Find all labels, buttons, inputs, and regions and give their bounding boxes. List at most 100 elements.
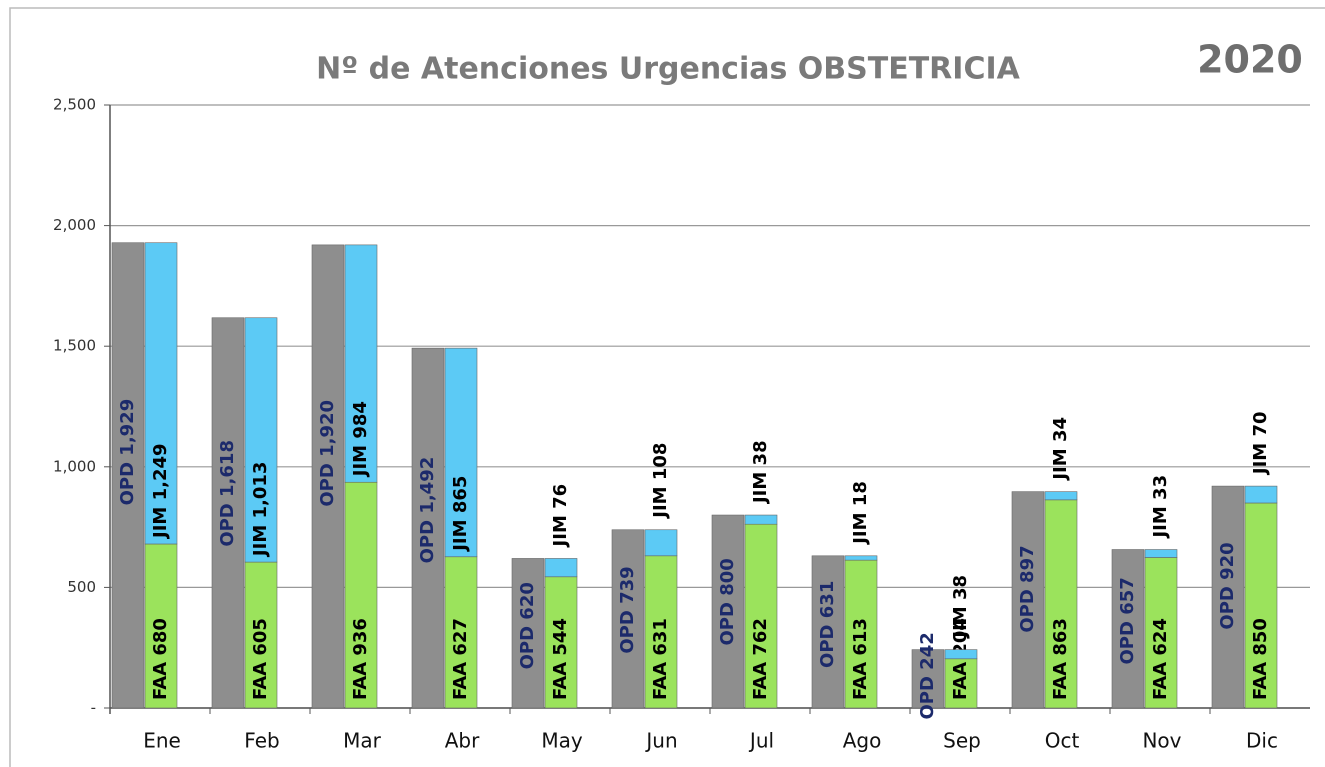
y-tick-label: 2,500 xyxy=(53,96,96,114)
bar xyxy=(1044,491,1078,501)
series-name: JIM xyxy=(850,512,871,545)
data-label: JIM 70 xyxy=(1250,411,1271,476)
bar xyxy=(544,558,578,578)
series-name: FAA xyxy=(150,662,171,700)
data-label: JIM 34 xyxy=(1050,417,1071,482)
series-name: JIM xyxy=(350,445,371,478)
series-name: FAA xyxy=(450,662,471,700)
value-label: 1,618 xyxy=(217,440,238,497)
series-name: OPD xyxy=(1217,586,1238,629)
x-tick-label: Ene xyxy=(143,729,181,753)
value-label: 865 xyxy=(450,476,471,514)
x-tick-label: Feb xyxy=(244,729,279,753)
bar xyxy=(944,649,978,660)
bar xyxy=(1144,549,1178,558)
value-label: 242 xyxy=(917,632,938,670)
value-label: 627 xyxy=(450,618,471,656)
data-label: JIM 865 xyxy=(450,476,471,553)
series-name: OPD xyxy=(817,625,838,668)
bar xyxy=(411,347,445,709)
bar xyxy=(644,555,678,709)
data-label: FAA 624 xyxy=(1150,618,1171,700)
series-name: JIM xyxy=(1050,448,1071,481)
data-label: FAA 863 xyxy=(1050,618,1071,700)
x-tick-label: Abr xyxy=(445,729,480,753)
value-label: 1,920 xyxy=(317,400,338,457)
data-label: JIM 38 xyxy=(950,575,971,640)
value-label: 620 xyxy=(517,582,538,620)
y-tick-label: 500 xyxy=(67,578,96,596)
bar xyxy=(444,347,478,558)
x-tick-label: Ago xyxy=(843,729,882,753)
x-tick-label: Jul xyxy=(748,729,774,753)
series-name: JIM xyxy=(750,472,771,505)
value-label: 76 xyxy=(550,484,571,509)
series-name: JIM xyxy=(150,507,171,540)
chart-subtitle: 2020 xyxy=(1197,38,1303,82)
series-name: JIM xyxy=(550,515,571,548)
bar xyxy=(344,244,378,483)
x-tick-label: Mar xyxy=(343,729,382,753)
series-name: OPD xyxy=(1017,589,1038,632)
value-label: 1,492 xyxy=(417,457,438,514)
value-label: 850 xyxy=(1250,618,1271,656)
data-label: OPD 631 xyxy=(817,581,838,668)
y-tick-label: 1,500 xyxy=(53,337,96,355)
series-name: JIM xyxy=(250,525,271,558)
value-label: 657 xyxy=(1117,577,1138,615)
data-label: OPD 620 xyxy=(517,582,538,669)
chart-title: Nº de Atenciones Urgencias OBSTETRICIA xyxy=(316,52,1020,87)
data-label: OPD 1,929 xyxy=(117,399,138,506)
x-tick-label: Nov xyxy=(1142,729,1181,753)
data-label: JIM 108 xyxy=(650,443,671,520)
y-tick-label: 1,000 xyxy=(53,457,96,475)
value-label: 631 xyxy=(817,581,838,619)
bar xyxy=(444,556,478,709)
bar xyxy=(711,514,745,709)
value-label: 762 xyxy=(750,618,771,656)
x-tick-label: May xyxy=(541,729,583,753)
series-name: FAA xyxy=(650,662,671,700)
value-label: 1,013 xyxy=(250,462,271,519)
bar xyxy=(511,558,545,709)
value-label: 33 xyxy=(1150,475,1171,500)
value-label: 984 xyxy=(350,401,371,439)
data-label: FAA 762 xyxy=(750,618,771,700)
series-name: OPD xyxy=(517,626,538,669)
y-tick-label: 2,000 xyxy=(53,216,96,234)
bar xyxy=(744,523,778,709)
x-tick-label: Oct xyxy=(1045,729,1080,753)
bar xyxy=(1211,485,1245,709)
bar xyxy=(944,658,978,709)
bar xyxy=(911,649,945,709)
data-label: JIM 38 xyxy=(750,440,771,505)
data-label: JIM 33 xyxy=(1150,475,1171,540)
series-name: JIM xyxy=(450,519,471,552)
bar xyxy=(111,242,145,709)
series-name: FAA xyxy=(950,662,971,700)
data-label: OPD 1,492 xyxy=(417,457,438,564)
bar xyxy=(344,481,378,709)
value-label: 680 xyxy=(150,618,171,656)
bar xyxy=(1244,485,1278,504)
series-name: FAA xyxy=(1150,662,1171,700)
value-label: 631 xyxy=(650,618,671,656)
series-name: FAA xyxy=(350,662,371,700)
value-label: 920 xyxy=(1217,542,1238,580)
value-label: 739 xyxy=(617,566,638,604)
data-label: OPD 1,920 xyxy=(317,400,338,507)
bar xyxy=(644,529,678,557)
data-label: FAA 204 xyxy=(950,618,971,700)
series-name: OPD xyxy=(717,602,738,645)
data-label: OPD 897 xyxy=(1017,545,1038,632)
bar xyxy=(1111,549,1145,709)
data-label: JIM 1,013 xyxy=(250,462,271,559)
bar xyxy=(311,244,345,709)
value-label: 108 xyxy=(650,443,671,481)
data-label: OPD 739 xyxy=(617,566,638,653)
series-name: JIM xyxy=(650,486,671,519)
bar xyxy=(544,576,578,709)
x-tick-label: Sep xyxy=(943,729,981,753)
bar xyxy=(1011,491,1045,709)
series-name: FAA xyxy=(250,662,271,700)
